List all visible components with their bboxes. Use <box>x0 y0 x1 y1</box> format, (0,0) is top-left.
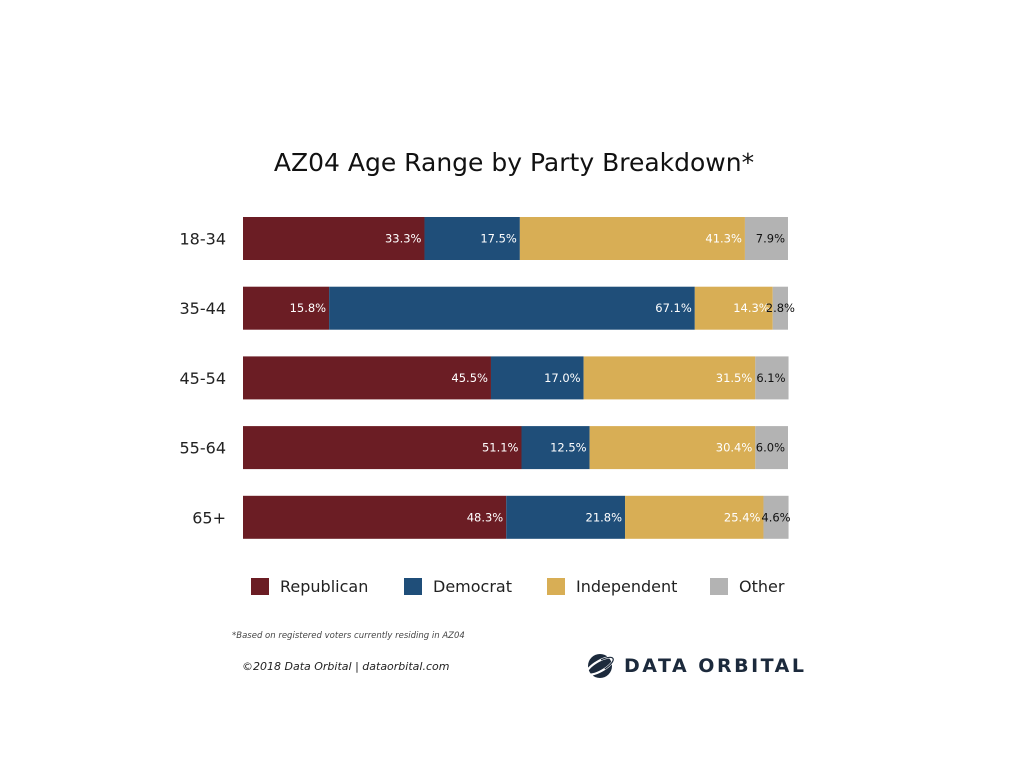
brand-name: DATA ORBITAL <box>624 655 807 677</box>
bar-segment <box>625 495 764 539</box>
legend-swatch <box>710 578 728 595</box>
value-label: 2.8% <box>766 301 795 315</box>
bar-segment <box>755 356 789 400</box>
value-label: 4.6% <box>761 510 790 524</box>
value-label: 21.8% <box>586 510 623 524</box>
bar-segment <box>506 495 626 539</box>
legend-swatch <box>251 578 269 595</box>
bar-segment <box>243 426 522 470</box>
legend: Republican Democrat Independent Other <box>251 577 785 596</box>
bar-segment <box>329 286 695 330</box>
value-label: 33.3% <box>385 232 422 246</box>
bar-segment <box>583 356 756 400</box>
bar-segment <box>744 217 788 260</box>
value-label: 48.3% <box>467 510 504 524</box>
bar-segment <box>424 217 520 260</box>
copyright-text: ©2018 Data Orbital | dataorbital.com <box>242 660 450 673</box>
bar-segment <box>763 495 789 539</box>
legend-label: Independent <box>576 577 677 596</box>
bar-segment <box>772 286 788 330</box>
value-label: 15.8% <box>290 301 327 315</box>
bar-segment <box>589 426 756 470</box>
bar-segment <box>521 426 590 470</box>
chart-title: AZ04 Age Range by Party Breakdown* <box>274 148 754 177</box>
bar-segment <box>243 356 491 400</box>
footnote: *Based on registered voters currently re… <box>232 631 465 641</box>
legend-label: Other <box>739 577 785 596</box>
value-label: 12.5% <box>550 441 587 455</box>
value-label: 45.5% <box>451 371 488 385</box>
value-label: 6.1% <box>756 371 785 385</box>
legend-swatch <box>404 578 422 595</box>
brand-logo-block: DATA ORBITAL <box>586 652 806 680</box>
category-label: 45-54 <box>180 369 227 388</box>
category-label: 65+ <box>192 508 226 527</box>
value-label: 6.0% <box>756 441 785 455</box>
value-label: 17.5% <box>480 232 517 246</box>
value-label: 31.5% <box>716 371 753 385</box>
bar-segment <box>755 426 788 470</box>
bar-segment <box>243 495 507 539</box>
value-label: 67.1% <box>655 301 692 315</box>
bar-segment <box>694 286 773 330</box>
value-label: 7.9% <box>756 232 785 246</box>
category-label: 35-44 <box>180 299 227 318</box>
legend-label: Democrat <box>433 577 512 596</box>
orbit-logo-icon <box>586 654 614 678</box>
value-label: 25.4% <box>724 510 761 524</box>
category-label: 55-64 <box>180 439 227 458</box>
category-label: 18-34 <box>180 230 227 249</box>
value-label: 51.1% <box>482 441 519 455</box>
value-label: 30.4% <box>716 441 753 455</box>
bar-segment <box>490 356 584 400</box>
bar-segment <box>243 286 330 330</box>
value-label: 41.3% <box>705 232 742 246</box>
legend-swatch <box>547 578 565 595</box>
value-label: 14.3% <box>733 301 770 315</box>
bars-group: 18-34 33.3% 17.5% 41.3% 7.9% 35-44 15.8% 67.1% 1… <box>180 217 795 539</box>
bar-segment <box>519 217 745 260</box>
bar-segment <box>243 217 425 260</box>
legend-label: Republican <box>280 577 368 596</box>
value-label: 17.0% <box>544 371 581 385</box>
